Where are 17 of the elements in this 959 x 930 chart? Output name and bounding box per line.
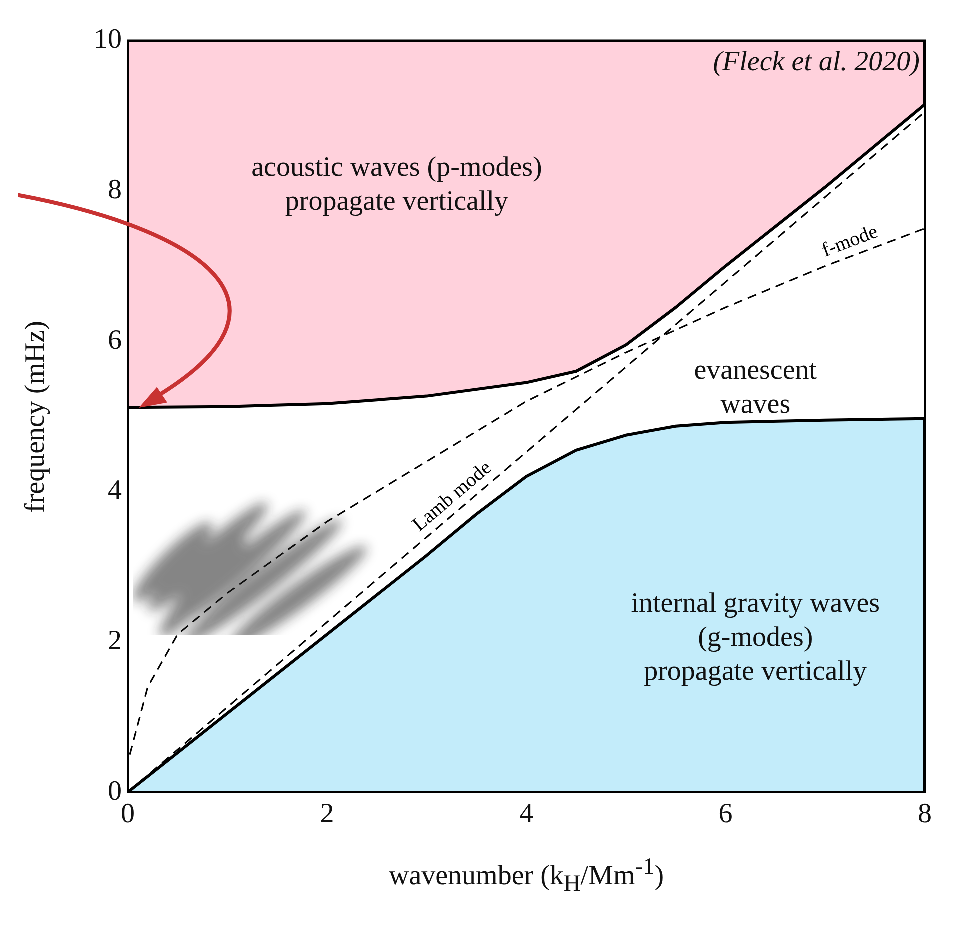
x-tick-label: 4 (520, 798, 534, 830)
x-axis-title: wavenumber (k$_{H}$/Mm$^{-1}$) (388, 854, 666, 898)
x-tick-label: 2 (320, 798, 334, 830)
y-tick-label: 8 (108, 174, 122, 206)
annotation: internal gravity waves (g-modes) propagate vertically (631, 588, 880, 687)
y-tick-label: 2 (108, 625, 122, 656)
y-tick-label: 0 (108, 776, 122, 807)
annotation: acoustic waves (p-modes) propagate vertically (252, 152, 542, 217)
annotation: evanescent waves (694, 354, 818, 420)
y-tick-label: 6 (108, 324, 122, 356)
y-tick-label: 4 (108, 475, 122, 506)
y-axis-title: frequency (mHz) (20, 320, 52, 513)
annotation: (Fleck et al. 2020) (713, 46, 920, 78)
text: f-mode (819, 220, 882, 262)
x-tick-label: 8 (918, 798, 932, 830)
y-tick-label: 10 (94, 24, 122, 56)
x-tick-label: 6 (718, 798, 733, 830)
